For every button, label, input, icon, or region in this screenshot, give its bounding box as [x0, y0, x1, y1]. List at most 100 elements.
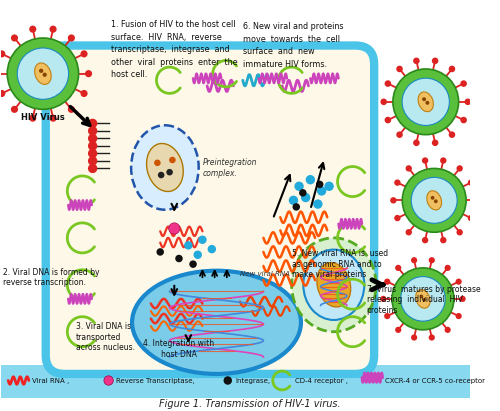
- Circle shape: [422, 97, 426, 101]
- Circle shape: [402, 78, 450, 125]
- Text: 6. New viral and proteins
move  towards  the  cell
surface  and  new
immature HI: 6. New viral and proteins move towards t…: [243, 22, 344, 69]
- Circle shape: [306, 175, 315, 185]
- Circle shape: [411, 178, 457, 223]
- Circle shape: [448, 66, 455, 72]
- Circle shape: [395, 265, 402, 271]
- Circle shape: [420, 295, 423, 298]
- Circle shape: [392, 268, 454, 330]
- Circle shape: [394, 180, 400, 186]
- Circle shape: [384, 80, 391, 87]
- Circle shape: [29, 25, 36, 33]
- Circle shape: [395, 327, 402, 333]
- Circle shape: [396, 132, 403, 138]
- Circle shape: [422, 237, 428, 243]
- Circle shape: [88, 164, 98, 173]
- Circle shape: [384, 279, 390, 285]
- Text: 7. Virus  matures by protease
releasing  individual  HIV
proteins: 7. Virus matures by protease releasing i…: [366, 285, 480, 314]
- Circle shape: [460, 80, 467, 87]
- Ellipse shape: [34, 63, 51, 84]
- Circle shape: [428, 335, 435, 341]
- Text: CD-4 receptor ,: CD-4 receptor ,: [296, 379, 348, 384]
- Circle shape: [0, 70, 1, 77]
- Ellipse shape: [418, 92, 434, 112]
- Circle shape: [472, 197, 478, 203]
- Ellipse shape: [427, 191, 442, 210]
- Circle shape: [468, 180, 474, 186]
- Circle shape: [411, 257, 417, 263]
- Text: Reverse Transcriptase,: Reverse Transcriptase,: [116, 379, 195, 384]
- Text: New viral RNA: New viral RNA: [240, 271, 290, 277]
- Ellipse shape: [146, 143, 183, 192]
- Circle shape: [396, 66, 403, 72]
- Text: Figure 1. Transmission of HIV-1 virus.: Figure 1. Transmission of HIV-1 virus.: [159, 399, 341, 409]
- Circle shape: [8, 38, 79, 109]
- Ellipse shape: [131, 125, 198, 210]
- Text: CXCR-4 or CCR-5 co-receptor: CXCR-4 or CCR-5 co-receptor: [386, 379, 486, 384]
- Circle shape: [440, 237, 446, 243]
- Circle shape: [80, 50, 87, 58]
- Circle shape: [42, 73, 47, 77]
- Circle shape: [208, 245, 216, 253]
- Circle shape: [85, 70, 92, 77]
- Circle shape: [448, 132, 455, 138]
- Circle shape: [88, 126, 98, 136]
- Circle shape: [406, 229, 412, 236]
- Ellipse shape: [317, 263, 350, 307]
- Text: 1. Fusion of HIV to the host cell
surface.  HIV  RNA,  reverse
transcriptase,  i: 1. Fusion of HIV to the host cell surfac…: [112, 20, 238, 79]
- Circle shape: [198, 236, 206, 244]
- Circle shape: [289, 196, 298, 205]
- Circle shape: [301, 193, 310, 202]
- Circle shape: [11, 35, 18, 42]
- Circle shape: [402, 169, 466, 232]
- Text: 3. Viral DNA is
transported
across nucleus.: 3. Viral DNA is transported across nucle…: [76, 322, 135, 352]
- Circle shape: [166, 169, 173, 175]
- Circle shape: [390, 197, 396, 203]
- FancyBboxPatch shape: [46, 46, 374, 374]
- Text: Integrase,: Integrase,: [236, 379, 270, 384]
- Circle shape: [411, 335, 417, 341]
- Ellipse shape: [416, 289, 430, 308]
- Circle shape: [29, 115, 36, 122]
- Circle shape: [317, 186, 326, 196]
- Circle shape: [294, 182, 304, 191]
- Circle shape: [50, 115, 56, 122]
- Circle shape: [456, 229, 463, 236]
- Circle shape: [17, 48, 68, 99]
- Circle shape: [39, 69, 44, 73]
- Circle shape: [444, 265, 450, 271]
- Circle shape: [0, 90, 6, 97]
- Circle shape: [444, 327, 450, 333]
- Circle shape: [156, 248, 164, 256]
- Circle shape: [316, 180, 324, 188]
- Circle shape: [175, 255, 182, 262]
- Circle shape: [428, 257, 435, 263]
- Circle shape: [440, 157, 446, 164]
- Circle shape: [104, 376, 114, 385]
- Bar: [0, 365, 470, 398]
- Circle shape: [324, 182, 334, 191]
- Circle shape: [313, 199, 322, 209]
- Circle shape: [434, 199, 438, 203]
- Circle shape: [158, 172, 164, 178]
- Circle shape: [384, 313, 390, 319]
- Circle shape: [88, 141, 98, 150]
- Circle shape: [464, 99, 471, 105]
- Circle shape: [456, 279, 462, 285]
- Circle shape: [190, 261, 197, 268]
- Text: Viral RNA ,: Viral RNA ,: [32, 379, 69, 384]
- Circle shape: [11, 106, 18, 113]
- Circle shape: [456, 165, 463, 172]
- Ellipse shape: [132, 271, 301, 374]
- Circle shape: [194, 251, 202, 259]
- Circle shape: [422, 157, 428, 164]
- Circle shape: [299, 189, 306, 196]
- Circle shape: [460, 117, 467, 123]
- Circle shape: [380, 99, 387, 105]
- Circle shape: [430, 196, 434, 200]
- Circle shape: [413, 139, 420, 146]
- Circle shape: [456, 313, 462, 319]
- Circle shape: [432, 139, 438, 146]
- Text: Preintegration
complex.: Preintegration complex.: [202, 158, 257, 178]
- Circle shape: [380, 296, 386, 302]
- Circle shape: [169, 157, 175, 163]
